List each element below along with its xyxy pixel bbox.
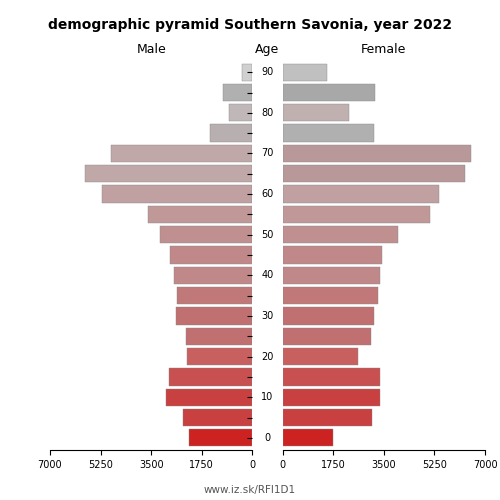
Text: Age: Age [256, 43, 280, 56]
Bar [282, 368, 380, 386]
Bar [183, 409, 252, 426]
Bar [282, 409, 372, 426]
Text: 0: 0 [264, 433, 270, 443]
Text: 20: 20 [262, 352, 274, 362]
Bar [84, 165, 252, 182]
Bar [242, 64, 252, 81]
Bar [188, 348, 252, 365]
Bar [282, 328, 371, 345]
Bar [282, 308, 374, 324]
Bar [282, 287, 378, 304]
Bar [282, 246, 382, 264]
Bar [166, 388, 252, 406]
Text: 60: 60 [262, 189, 274, 199]
Bar [174, 266, 252, 284]
Bar [160, 226, 252, 244]
Bar [282, 266, 380, 284]
Bar [110, 145, 253, 162]
Bar [210, 124, 252, 142]
Bar [224, 84, 252, 101]
Bar [282, 104, 349, 122]
Text: 50: 50 [262, 230, 274, 239]
Bar [148, 206, 252, 223]
Bar [282, 348, 358, 365]
Bar [282, 226, 399, 244]
Bar [282, 84, 375, 101]
Bar [186, 328, 252, 345]
Bar [282, 165, 465, 182]
Text: 10: 10 [262, 392, 274, 402]
Bar [188, 429, 252, 446]
Bar [282, 145, 470, 162]
Bar [229, 104, 252, 122]
Bar [168, 368, 252, 386]
Text: 80: 80 [262, 108, 274, 118]
Text: 70: 70 [262, 148, 274, 158]
Bar [282, 206, 430, 223]
Text: 30: 30 [262, 311, 274, 321]
Text: 90: 90 [262, 67, 274, 77]
Text: demographic pyramid Southern Savonia, year 2022: demographic pyramid Southern Savonia, ye… [48, 18, 452, 32]
Text: Female: Female [361, 43, 406, 56]
Bar [102, 186, 253, 202]
Text: Male: Male [136, 43, 166, 56]
Text: 40: 40 [262, 270, 274, 280]
Text: www.iz.sk/RFI1D1: www.iz.sk/RFI1D1 [204, 485, 296, 495]
Bar [282, 64, 328, 81]
Bar [170, 246, 252, 264]
Bar [282, 388, 380, 406]
Bar [282, 124, 374, 142]
Bar [282, 429, 334, 446]
Bar [177, 287, 252, 304]
Bar [176, 308, 252, 324]
Bar [282, 186, 439, 202]
